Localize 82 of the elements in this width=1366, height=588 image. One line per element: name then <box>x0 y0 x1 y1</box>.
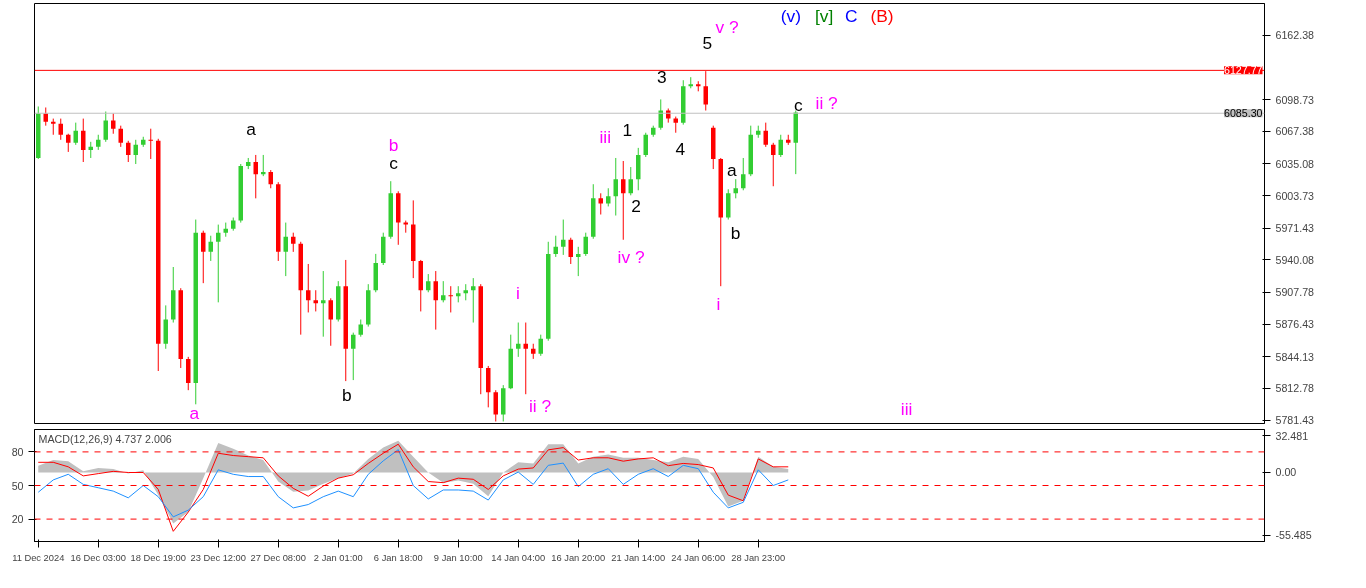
candlestick <box>516 322 521 358</box>
candlestick <box>306 263 311 313</box>
candlestick <box>606 187 611 207</box>
y2-tick-label: 20 <box>11 513 24 526</box>
ref-line-label: 6127.77 <box>1223 64 1263 77</box>
annotation: 3 <box>656 67 667 88</box>
y-tick-label: 6035.08 <box>1275 157 1315 170</box>
candlestick <box>561 219 566 256</box>
candlestick <box>81 118 86 163</box>
annotation: 2 <box>631 195 641 216</box>
y-tick-label: 6098.73 <box>1275 93 1315 106</box>
ref-line-label: 6085.30 <box>1223 107 1263 120</box>
line-series <box>37 449 789 518</box>
y-tick-label: 32.481 <box>1275 429 1309 442</box>
annotation: c <box>794 94 803 115</box>
x-tick-label: 11 Dec 2024 <box>12 552 65 563</box>
x-tick-label: 16 Dec 03:00 <box>70 552 126 563</box>
x-tick-label: 27 Dec 08:00 <box>250 552 306 563</box>
chart-title: MACD(12,26,9) 4.737 2.006 <box>38 432 172 445</box>
candlestick <box>441 280 446 303</box>
y2-tick-label: 50 <box>11 479 24 492</box>
y-tick-label: 5940.08 <box>1275 253 1315 266</box>
candlestick <box>621 160 626 241</box>
annotation: (B) <box>870 6 894 27</box>
y-tick-label: 5971.43 <box>1275 222 1315 235</box>
candlestick <box>111 113 116 135</box>
annotation: ii ? <box>815 92 838 113</box>
annotation: a <box>246 119 257 140</box>
annotation: 5 <box>702 33 713 54</box>
candlestick <box>741 157 746 191</box>
annotation: b <box>730 222 741 243</box>
annotation: v ? <box>715 17 739 38</box>
y-tick-label: -55.485 <box>1275 529 1312 542</box>
candlestick <box>126 140 131 163</box>
y-tick-label: 6003.73 <box>1275 189 1315 202</box>
x-tick-label: 14 Jan 04:00 <box>491 552 546 563</box>
candlestick <box>201 230 206 284</box>
annotation: i <box>716 293 721 314</box>
annotation: C <box>844 6 858 27</box>
annotation: iii <box>599 127 612 148</box>
candlestick <box>216 224 221 303</box>
y-tick-label: 6067.38 <box>1275 125 1315 138</box>
y2-tick-label: 80 <box>11 445 24 458</box>
x-tick-label: 9 Jan 10:00 <box>433 552 483 563</box>
annotation: 4 <box>675 139 686 160</box>
x-tick-label: 21 Jan 14:00 <box>611 552 666 563</box>
annotation: iii <box>900 398 913 419</box>
x-tick-label: 6 Jan 18:00 <box>373 552 423 563</box>
x-tick-label: 24 Jan 06:00 <box>671 552 726 563</box>
annotation: [v] <box>815 6 834 27</box>
annotation: a <box>727 159 738 180</box>
y-tick-label: 0.00 <box>1275 466 1297 479</box>
y-tick-label: 6162.38 <box>1275 29 1315 42</box>
annotation: 1 <box>622 119 633 140</box>
annotation: (v) <box>780 6 802 27</box>
y-tick-label: 5781.43 <box>1275 414 1315 427</box>
x-tick-label: 28 Jan 23:00 <box>731 552 786 563</box>
candlestick <box>351 332 356 381</box>
candlestick <box>426 273 431 293</box>
x-tick-label: 18 Dec 19:00 <box>130 552 186 563</box>
annotation: b <box>388 134 399 155</box>
candlestick <box>321 270 326 338</box>
y-tick-label: 5876.43 <box>1275 318 1315 331</box>
annotation: a <box>189 403 200 423</box>
candlestick <box>66 133 71 153</box>
candlestick <box>328 297 333 347</box>
y-tick-label: 5844.13 <box>1275 350 1315 363</box>
candlestick <box>771 142 776 187</box>
annotation: i <box>515 283 520 304</box>
candlestick <box>576 246 581 277</box>
candlestick <box>471 277 476 324</box>
x-tick-label: 16 Jan 20:00 <box>551 552 606 563</box>
annotation: b <box>342 384 352 405</box>
annotation: c <box>389 153 399 174</box>
annotation: iv ? <box>617 247 645 268</box>
y-tick-label: 5812.78 <box>1275 382 1315 395</box>
x-tick-label: 23 Dec 12:00 <box>190 552 246 563</box>
y-tick-label: 5907.78 <box>1275 286 1315 299</box>
candlestick <box>261 154 266 177</box>
annotation: ii ? <box>528 395 552 416</box>
candlestick <box>291 232 296 253</box>
x-tick-label: 2 Jan 01:00 <box>313 552 363 563</box>
